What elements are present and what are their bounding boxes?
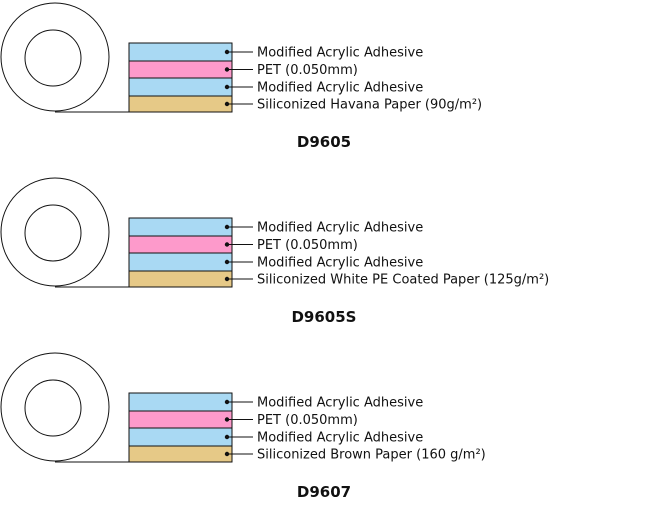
layer-pet xyxy=(128,60,233,79)
layer-label: Modified Acrylic Adhesive xyxy=(257,396,423,411)
roll-core-circle xyxy=(24,29,82,87)
roll-core-circle xyxy=(24,204,82,262)
product-name: D9605 xyxy=(297,133,351,151)
layer-liner xyxy=(128,95,233,113)
layer-label: Modified Acrylic Adhesive xyxy=(257,81,423,96)
layer-label: Modified Acrylic Adhesive xyxy=(257,431,423,446)
layer-pet xyxy=(128,410,233,429)
layer-label: Modified Acrylic Adhesive xyxy=(257,221,423,236)
roll-outer-circle xyxy=(0,352,110,462)
layer-label: PET (0.050mm) xyxy=(257,238,358,253)
layer-adhesive xyxy=(128,252,233,272)
layer-label: PET (0.050mm) xyxy=(257,413,358,428)
roll-outer-circle xyxy=(0,177,110,287)
product-d9607: Modified Acrylic Adhesive PET (0.050mm) Mo… xyxy=(0,352,486,501)
layer-label: Siliconized Brown Paper (160 g/m²) xyxy=(257,448,486,463)
layer-label: Modified Acrylic Adhesive xyxy=(257,256,423,271)
layer-label: Modified Acrylic Adhesive xyxy=(257,46,423,61)
layer-adhesive xyxy=(128,42,233,62)
layer-adhesive xyxy=(128,77,233,97)
layer-pet xyxy=(128,235,233,254)
product-d9605s: Modified Acrylic Adhesive PET (0.050mm) Mo… xyxy=(0,177,549,326)
product-name: D9607 xyxy=(297,483,351,501)
roll-outer-circle xyxy=(0,2,110,112)
roll-core-circle xyxy=(24,379,82,437)
layer-label: PET (0.050mm) xyxy=(257,63,358,78)
layer-label: Siliconized White PE Coated Paper (125g/… xyxy=(257,273,549,288)
layer-label: Siliconized Havana Paper (90g/m²) xyxy=(257,98,482,113)
layer-adhesive xyxy=(128,427,233,447)
layer-adhesive xyxy=(128,392,233,412)
product-name: D9605S xyxy=(291,308,356,326)
product-d9605: Modified Acrylic Adhesive PET (0.050mm) Mo… xyxy=(0,2,482,151)
layer-liner xyxy=(128,445,233,463)
layer-liner xyxy=(128,270,233,288)
layer-adhesive xyxy=(128,217,233,237)
